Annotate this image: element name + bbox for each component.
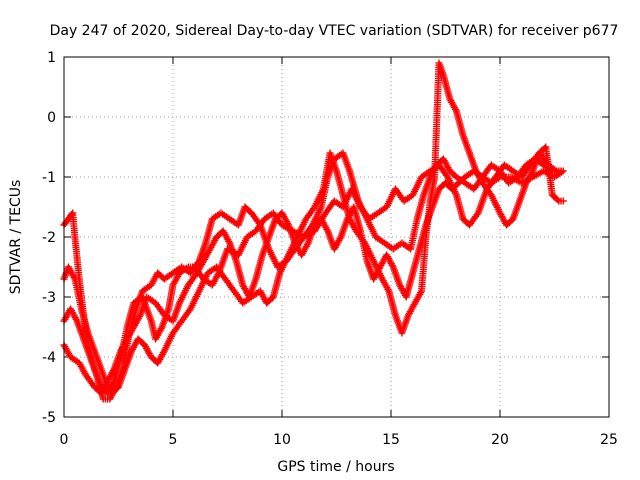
y-axis-label: SDTVAR / TECUs	[8, 180, 24, 295]
y-tick-label: -5	[42, 410, 56, 426]
y-tick-label: -2	[42, 230, 56, 246]
series-markers	[60, 167, 567, 397]
y-tick-label: 0	[47, 110, 56, 126]
chart-title: Day 247 of 2020, Sidereal Day-to-day VTE…	[50, 23, 619, 39]
y-tick-label: 1	[47, 50, 56, 66]
grid	[64, 57, 609, 417]
series-trace-d	[60, 167, 567, 397]
x-tick-label: 15	[382, 432, 400, 448]
data-marks	[60, 59, 567, 403]
y-tick-label: -3	[42, 290, 56, 306]
x-axis-label: GPS time / hours	[277, 459, 394, 475]
x-tick-label: 5	[169, 432, 178, 448]
axis-ticks: 0 5 10 15 20 25 -5 -4 -3 -2 -1 0 1	[42, 50, 618, 448]
x-tick-label: 0	[60, 432, 69, 448]
x-tick-label: 10	[273, 432, 291, 448]
y-tick-label: -1	[42, 170, 56, 186]
plot-frame	[63, 56, 610, 418]
x-tick-label: 20	[491, 432, 509, 448]
y-tick-label: -4	[42, 350, 56, 366]
x-tick-label: 25	[600, 432, 618, 448]
